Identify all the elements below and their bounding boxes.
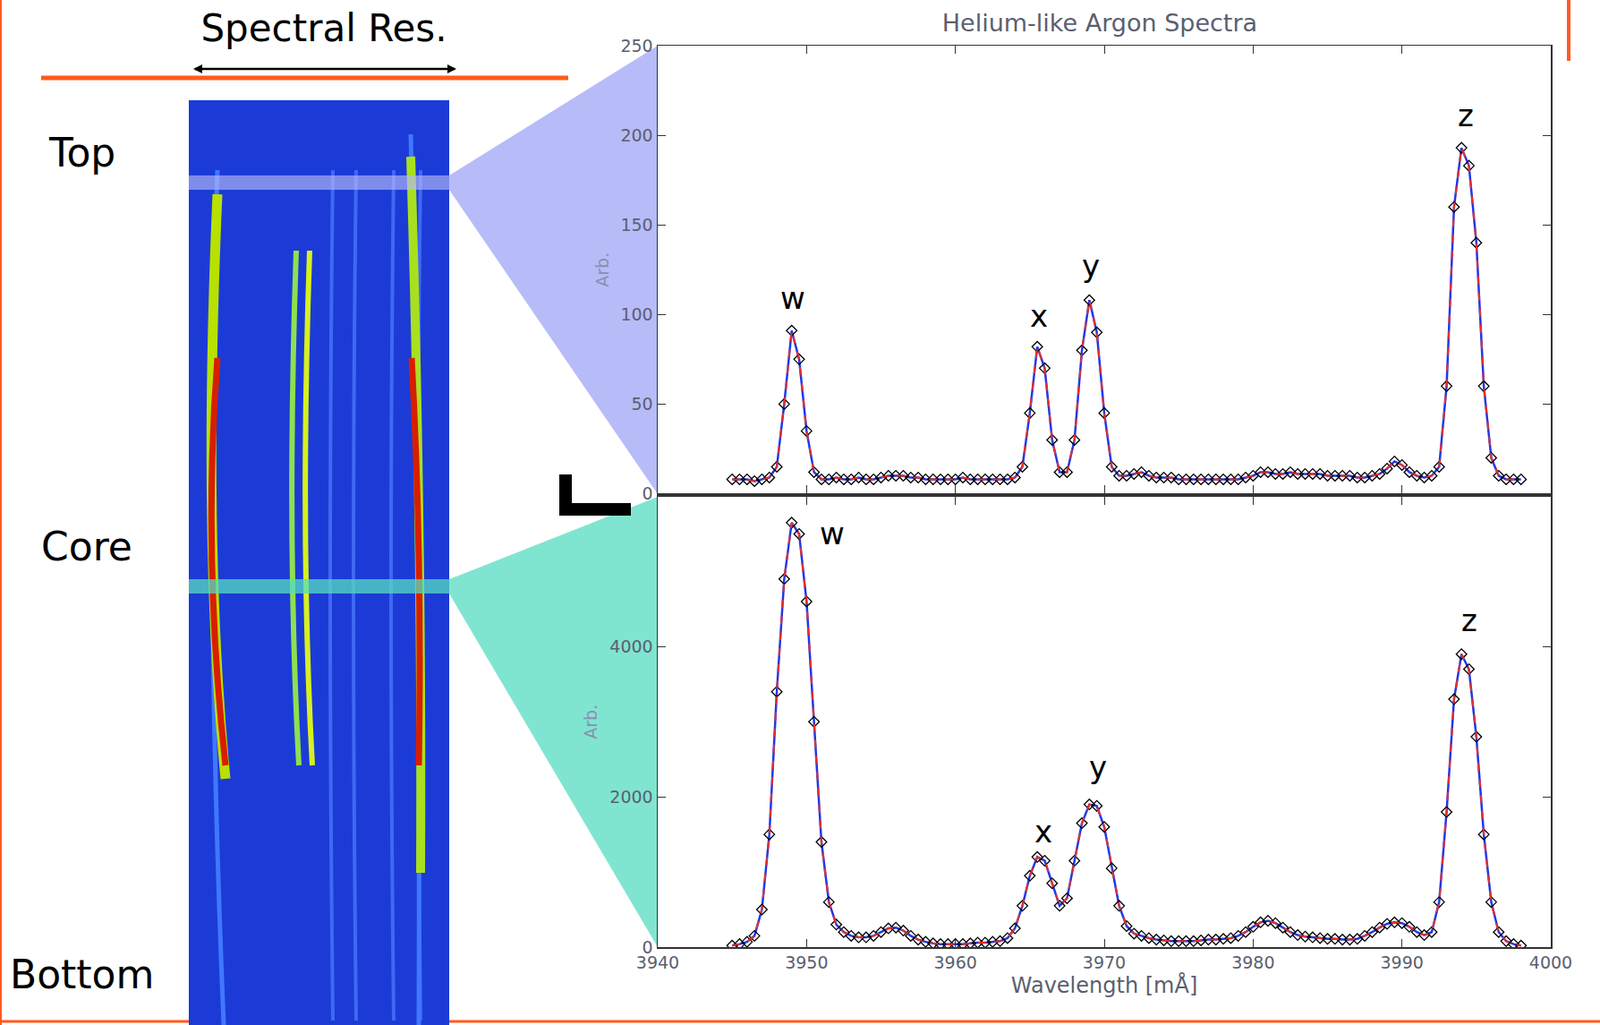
svg-text:w: w bbox=[819, 515, 845, 552]
svg-text:Wavelength [mÅ]: Wavelength [mÅ] bbox=[1011, 971, 1199, 998]
svg-text:Top: Top bbox=[48, 129, 116, 176]
svg-text:Helium-like Argon Spectra: Helium-like Argon Spectra bbox=[942, 8, 1258, 37]
svg-text:4000: 4000 bbox=[609, 636, 653, 656]
svg-text:Core: Core bbox=[41, 523, 133, 570]
svg-text:Spectral Res.: Spectral Res. bbox=[200, 6, 447, 51]
svg-text:0: 0 bbox=[642, 483, 654, 503]
svg-text:3970: 3970 bbox=[1082, 952, 1126, 972]
svg-text:3940: 3940 bbox=[636, 952, 680, 972]
svg-text:100: 100 bbox=[620, 304, 653, 324]
svg-text:200: 200 bbox=[620, 125, 653, 145]
svg-text:Arb.: Arb. bbox=[592, 252, 613, 288]
svg-text:2000: 2000 bbox=[609, 786, 653, 807]
svg-text:3980: 3980 bbox=[1231, 952, 1275, 972]
svg-text:x: x bbox=[1034, 813, 1053, 850]
svg-text:150: 150 bbox=[620, 214, 653, 235]
svg-text:x: x bbox=[1029, 297, 1048, 334]
svg-text:y: y bbox=[1081, 247, 1100, 284]
svg-text:y: y bbox=[1089, 748, 1107, 785]
svg-text:w: w bbox=[780, 280, 806, 316]
svg-text:z: z bbox=[1457, 97, 1474, 134]
svg-text:4000: 4000 bbox=[1529, 952, 1573, 972]
svg-text:0: 0 bbox=[642, 936, 654, 957]
svg-text:Arb.: Arb. bbox=[580, 704, 601, 740]
svg-text:250: 250 bbox=[620, 35, 653, 56]
svg-text:50: 50 bbox=[631, 393, 654, 414]
svg-text:Bottom: Bottom bbox=[9, 951, 154, 997]
svg-text:3990: 3990 bbox=[1379, 952, 1423, 972]
svg-text:z: z bbox=[1461, 602, 1478, 639]
svg-text:3950: 3950 bbox=[784, 952, 828, 972]
svg-text:3960: 3960 bbox=[933, 952, 977, 972]
